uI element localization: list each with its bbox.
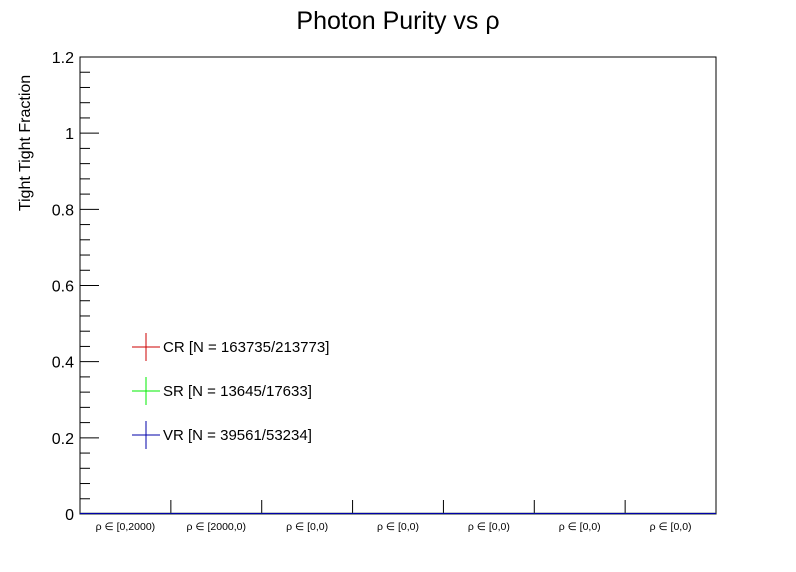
legend: CR [N = 163735/213773] SR [N = 13645/1763…: [132, 333, 329, 449]
plot-frame: [79, 56, 717, 515]
legend-entry: VR [N = 39561/53234]: [132, 421, 312, 449]
legend-label: CR [N = 163735/213773]: [163, 339, 329, 356]
x-tick-label: ρ ∈ [0,0): [377, 521, 419, 533]
x-tick-label: ρ ∈ [2000,0): [187, 521, 246, 533]
x-axis: ρ ∈ [0,2000) ρ ∈ [2000,0) ρ ∈ [0,0) ρ ∈ [0,…: [96, 500, 692, 533]
legend-label: SR [N = 13645/17633]: [163, 383, 312, 400]
y-tick-label: 1: [65, 126, 74, 143]
x-tick-label: ρ ∈ [0,0): [650, 521, 692, 533]
x-tick-label: ρ ∈ [0,0): [468, 521, 510, 533]
x-tick-label: ρ ∈ [0,0): [559, 521, 601, 533]
legend-entry: CR [N = 163735/213773]: [132, 333, 329, 361]
y-tick-label: 0.8: [52, 202, 74, 219]
legend-label: VR [N = 39561/53234]: [163, 427, 312, 444]
y-tick-label: 0.6: [52, 279, 74, 296]
y-tick-label: 0.2: [52, 431, 74, 448]
y-axis: 0 0.2 0.4 0.6 0.8 1 1.2: [52, 50, 99, 524]
y-tick-label: 0.4: [52, 355, 74, 372]
y-axis-label: Tight Tight Fraction: [17, 75, 34, 211]
x-tick-label: ρ ∈ [0,0): [286, 521, 328, 533]
y-tick-label: 0: [65, 507, 74, 524]
chart-title: Photon Purity vs ρ: [296, 7, 499, 35]
legend-entry: SR [N = 13645/17633]: [132, 377, 312, 405]
x-tick-label: ρ ∈ [0,2000): [96, 521, 155, 533]
y-tick-label: 1.2: [52, 50, 74, 67]
